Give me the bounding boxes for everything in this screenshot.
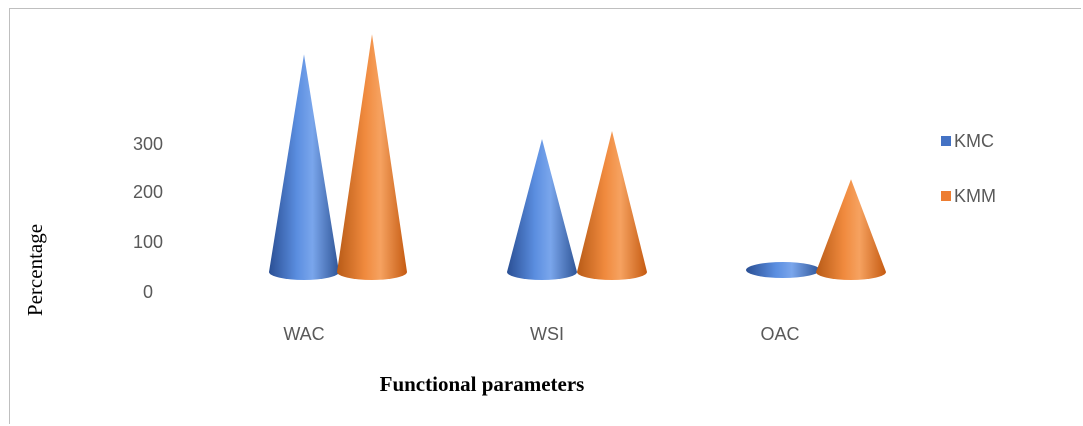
- legend: KMC KMM: [941, 131, 996, 206]
- cone-series-group: [269, 34, 886, 281]
- legend-label-kmm: KMM: [954, 186, 996, 206]
- y-tick-label: 300: [133, 134, 163, 154]
- cone-kmc-oac: [746, 262, 820, 278]
- category-label-wsi: WSI: [530, 324, 564, 344]
- cone-kmm-wac: [337, 34, 407, 281]
- y-tick-label: 100: [133, 232, 163, 252]
- category-label-oac: OAC: [760, 324, 799, 344]
- legend-label-kmc: KMC: [954, 131, 994, 151]
- x-axis-title: Functional parameters: [380, 372, 585, 396]
- cone-kmc-wac: [269, 54, 339, 280]
- chart-frame: [9, 8, 1081, 424]
- cone-kmc-wsi: [507, 139, 577, 280]
- cone-kmm-wsi: [577, 130, 647, 280]
- legend-swatch-kmc: [941, 136, 951, 146]
- category-label-wac: WAC: [283, 324, 324, 344]
- y-tick-label: 200: [133, 182, 163, 202]
- y-tick-label: 0: [143, 282, 153, 302]
- legend-swatch-kmm: [941, 191, 951, 201]
- y-axis-title: Percentage: [23, 224, 47, 316]
- cone-kmm-oac: [816, 179, 886, 280]
